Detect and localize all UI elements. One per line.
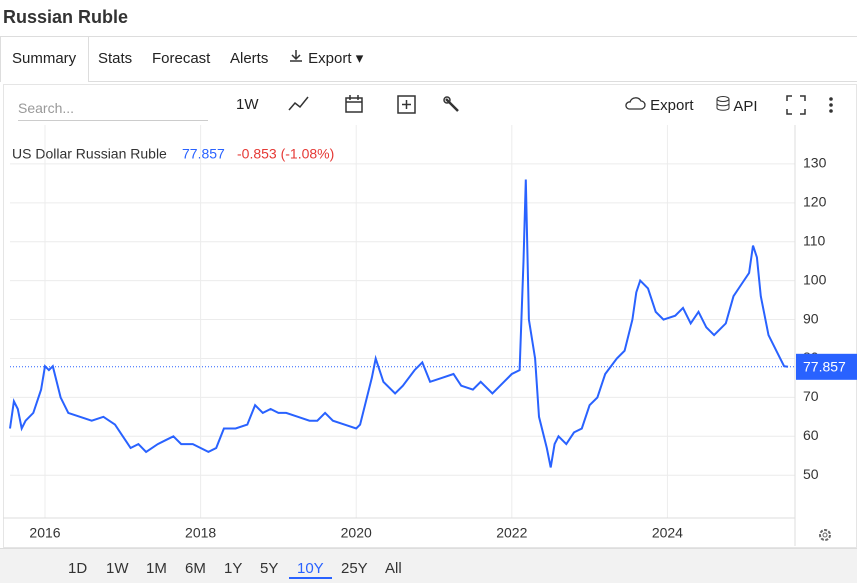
tab[interactable]: Alerts: [230, 50, 269, 67]
legend-name: US Dollar Russian Ruble: [12, 146, 167, 162]
search-box[interactable]: Search...: [18, 100, 208, 121]
y-tick-label: 90: [803, 310, 819, 326]
export-menu-label: Export: [308, 50, 352, 67]
export-menu[interactable]: Export ▾: [278, 37, 373, 80]
active-tab-box: [0, 36, 89, 82]
tab[interactable]: Stats: [98, 50, 133, 67]
export-label: Export: [650, 97, 694, 114]
calendar-icon[interactable]: [344, 94, 364, 114]
cloud-icon: [625, 97, 646, 110]
database-icon: [716, 96, 730, 111]
y-tick-label: 100: [803, 271, 827, 287]
x-tick-label: 2020: [341, 525, 372, 541]
x-tick-label: 2022: [496, 525, 527, 541]
x-tick-label: 2024: [652, 525, 683, 541]
api-label: API: [733, 98, 758, 115]
chart-settings-icon[interactable]: [819, 529, 831, 541]
more-icon[interactable]: [828, 96, 834, 114]
chart-type-icon[interactable]: [288, 95, 310, 113]
tab[interactable]: Summary: [12, 50, 77, 67]
settings-wrench-icon[interactable]: [443, 96, 463, 116]
range-button[interactable]: 1M: [146, 560, 167, 577]
y-tick-label: 70: [803, 388, 819, 404]
fullscreen-icon[interactable]: [786, 95, 806, 115]
add-indicator-icon[interactable]: [397, 95, 417, 115]
range-button[interactable]: All: [385, 560, 402, 577]
range-button[interactable]: 25Y: [341, 560, 368, 577]
page-title: Russian Ruble: [3, 7, 129, 27]
y-tick-label: 60: [803, 427, 819, 443]
x-tick-label: 2018: [185, 525, 216, 541]
y-tick-label: 120: [803, 194, 827, 210]
range-button[interactable]: 10Y: [289, 560, 332, 579]
range-button[interactable]: 5Y: [260, 560, 279, 577]
x-tick-label: 2016: [29, 525, 60, 541]
y-tick-label: 110: [803, 232, 826, 248]
search-placeholder: Search...: [18, 100, 75, 116]
download-icon: [290, 50, 302, 62]
range-bar: [0, 548, 857, 583]
legend-change: -0.853 (-1.08%): [237, 146, 334, 162]
last-price-label: 77.857: [803, 359, 846, 375]
price-line: [9, 179, 789, 468]
export-button[interactable]: Export: [624, 96, 694, 114]
range-button[interactable]: 1D: [68, 560, 88, 577]
legend-value: 77.857: [182, 146, 225, 162]
range-button[interactable]: 6M: [185, 560, 206, 577]
interval-button[interactable]: 1W: [236, 96, 259, 113]
y-tick-label: 130: [803, 155, 827, 171]
tab[interactable]: Forecast: [152, 50, 211, 67]
tab-bar: [0, 36, 857, 82]
range-button[interactable]: 1W: [106, 560, 129, 577]
range-button[interactable]: 1Y: [224, 560, 243, 577]
api-button[interactable]: API: [716, 96, 758, 115]
last-price-box: [796, 353, 857, 380]
y-tick-label: 50: [803, 466, 819, 482]
